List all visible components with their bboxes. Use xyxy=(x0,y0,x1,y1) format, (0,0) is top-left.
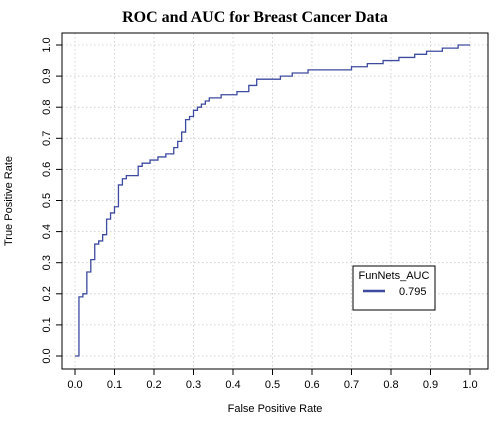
y-tick-label: 0.9 xyxy=(41,68,53,83)
y-tick-label: 0.5 xyxy=(41,193,53,208)
x-tick-label: 0.6 xyxy=(304,379,319,391)
series-line-roc xyxy=(75,44,470,357)
legend-entry-label: 0.795 xyxy=(399,286,427,298)
y-tick-label: 1.0 xyxy=(41,37,53,52)
y-tick-label: 0.3 xyxy=(41,255,53,270)
plot-frame xyxy=(61,32,489,370)
y-tick-label: 0.8 xyxy=(41,100,53,115)
x-axis: 0.0 0.1 0.2 0.3 0.4 0.5 0.6 0.7 0.8 0.9 1.0 xyxy=(67,369,478,391)
y-axis-label: True Positive Rate xyxy=(3,156,15,246)
legend-title: FunNets_AUC xyxy=(359,270,430,282)
x-tick-label: 0.1 xyxy=(107,379,122,391)
x-tick-label: 0.2 xyxy=(146,379,161,391)
x-tick-label: 0.3 xyxy=(186,379,201,391)
y-tick-label: 0.7 xyxy=(41,131,53,146)
y-tick-label: 0.1 xyxy=(41,317,53,332)
x-tick-label: 0.7 xyxy=(344,379,359,391)
x-tick-label: 0.4 xyxy=(225,379,240,391)
y-axis: 0.0 0.1 0.2 0.3 0.4 0.5 0.6 0.7 0.8 0.9 1.0 xyxy=(41,37,62,364)
x-tick-label: 0.8 xyxy=(383,379,398,391)
chart-title: ROC and AUC for Breast Cancer Data xyxy=(122,9,388,26)
y-tick-label: 0.2 xyxy=(41,286,53,301)
x-tick-label: 0.0 xyxy=(67,379,82,391)
x-tick-label: 0.5 xyxy=(265,379,280,391)
x-tick-label: 1.0 xyxy=(462,379,477,391)
y-tick-label: 0.6 xyxy=(41,162,53,177)
y-tick-label: 0.0 xyxy=(41,348,53,363)
chart-grid xyxy=(62,33,488,369)
legend-box xyxy=(352,265,436,311)
x-tick-label: 0.9 xyxy=(423,379,438,391)
y-tick-label: 0.4 xyxy=(41,224,53,239)
x-axis-label: False Positive Rate xyxy=(228,403,323,415)
legend: FunNets_AUC 0.795 xyxy=(352,265,436,311)
